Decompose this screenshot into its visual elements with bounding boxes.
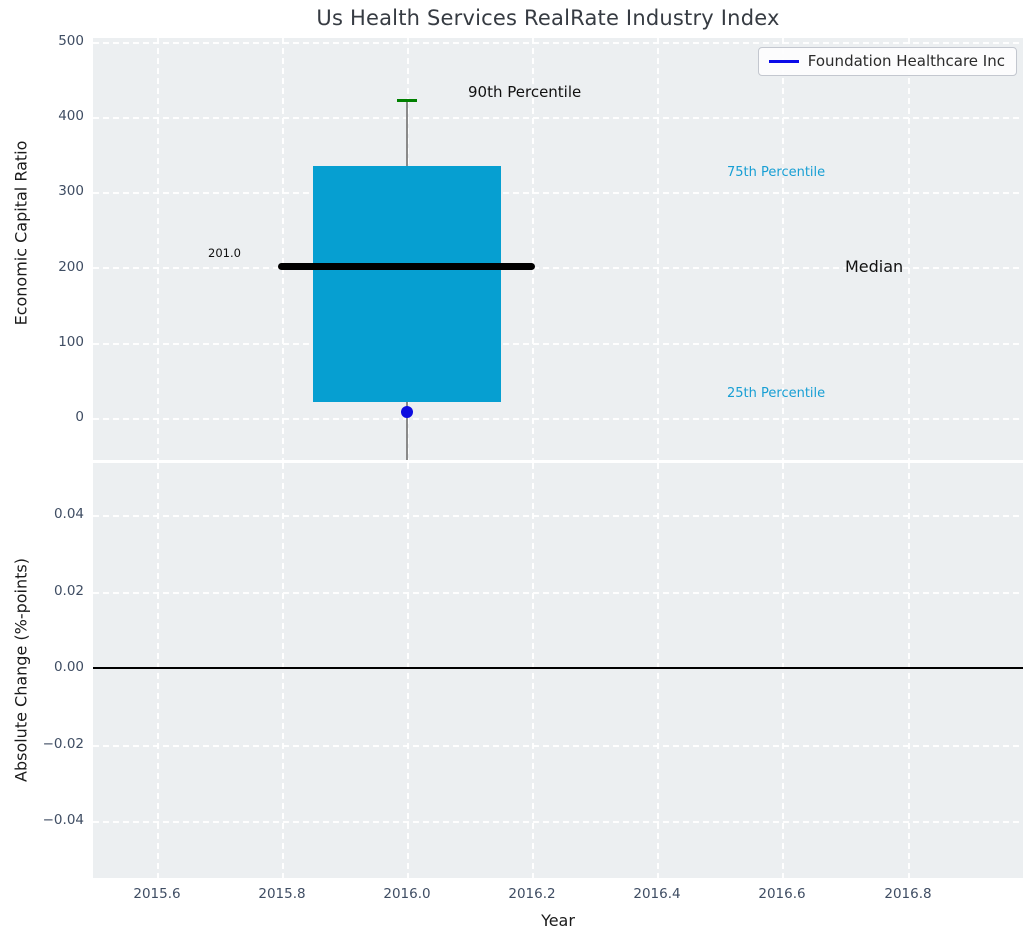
grid-line [157, 463, 159, 878]
grid-line [657, 463, 659, 878]
legend: Foundation Healthcare Inc [757, 47, 1017, 76]
legend-label: Foundation Healthcare Inc [807, 52, 1005, 70]
y-tick-label: 500 [58, 33, 84, 49]
y-tick-label: 0.04 [53, 506, 84, 522]
annotation-median: Median [845, 257, 904, 276]
zero-reference-line [93, 667, 1023, 669]
chart-title: Us Health Services RealRate Industry Ind… [316, 6, 780, 30]
legend-line-sample [768, 59, 799, 63]
x-tick-label: 2016.2 [508, 886, 556, 902]
x-tick-label: 2016.8 [884, 886, 932, 902]
grid-line [407, 463, 409, 878]
grid-line [93, 192, 1023, 194]
grid-line [657, 38, 659, 460]
grid-line [93, 267, 1023, 269]
y-tick-label: 100 [58, 334, 84, 350]
annotation-75th-percentile: 75th Percentile [727, 165, 826, 180]
grid-line [93, 117, 1023, 119]
grid-line [782, 38, 784, 460]
top-plot-area: 90th Percentile 75th Percentile Median 2… [93, 38, 1023, 460]
y-tick-label: 300 [58, 183, 84, 199]
grid-line [908, 38, 910, 460]
bottom-plot-area [93, 463, 1023, 878]
y-tick-label: −0.04 [42, 812, 84, 828]
grid-line [93, 515, 1023, 517]
y-tick-label: 0.02 [53, 583, 84, 599]
x-axis-label: Year [541, 911, 575, 930]
y-tick-label: 400 [58, 108, 84, 124]
grid-line [93, 42, 1023, 44]
y-axis-label-top: Economic Capital Ratio [11, 140, 31, 326]
x-tick-label: 2015.6 [133, 886, 181, 902]
y-tick-label: 0 [75, 409, 84, 425]
grid-line [93, 592, 1023, 594]
annotation-90th-percentile: 90th Percentile [468, 83, 582, 101]
y-tick-label: −0.02 [42, 736, 84, 752]
percentile-90-cap [397, 99, 417, 102]
x-tick-label: 2016.6 [758, 886, 806, 902]
grid-line [93, 745, 1023, 747]
grid-line [282, 463, 284, 878]
x-tick-label: 2015.8 [258, 886, 306, 902]
x-tick-label: 2016.4 [633, 886, 681, 902]
grid-line [532, 463, 534, 878]
grid-line [157, 38, 159, 460]
median-line [278, 263, 535, 270]
boxplot-box [313, 166, 501, 402]
y-axis-label-bottom: Absolute Change (%-points) [11, 558, 31, 782]
grid-line [93, 821, 1023, 823]
median-value-label: 201.0 [208, 246, 241, 260]
grid-line [908, 463, 910, 878]
x-tick-label: 2016.0 [383, 886, 431, 902]
grid-line [93, 343, 1023, 345]
annotation-25th-percentile: 25th Percentile [727, 386, 826, 401]
company-marker [401, 406, 413, 418]
grid-line [782, 463, 784, 878]
grid-line [93, 418, 1023, 420]
y-tick-label: 0.00 [53, 659, 84, 675]
grid-line [532, 38, 534, 460]
y-tick-label: 200 [58, 259, 84, 275]
grid-line [282, 38, 284, 460]
